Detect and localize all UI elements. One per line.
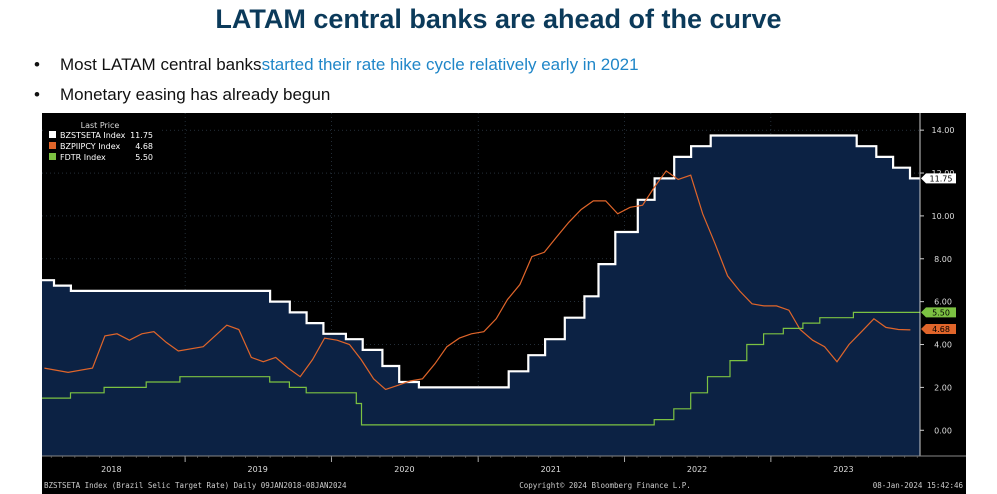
bullet-item: • Most LATAM central banks started their… — [34, 50, 639, 80]
x-tick-label: 2022 — [687, 465, 707, 474]
bullet-text: Most LATAM central banks — [60, 55, 262, 74]
last-value-tag — [921, 173, 956, 184]
x-tick-label: 2019 — [248, 465, 268, 474]
legend-swatch — [49, 153, 56, 160]
legend-value: 4.68 — [135, 142, 153, 151]
bullet-text: Monetary easing has already begun — [60, 85, 331, 104]
last-value-labels: 11.75 4.68 5.50 — [921, 173, 956, 334]
y-tick-label: 0.00 — [934, 426, 952, 435]
y-tick-label: 10.00 — [932, 212, 955, 221]
area-fill — [42, 135, 920, 456]
last-value-tag — [921, 323, 956, 334]
series-line — [42, 134, 920, 389]
series-line — [44, 170, 911, 391]
y-tick-label: 6.00 — [934, 298, 952, 307]
x-tick-label: 2020 — [394, 465, 414, 474]
bullet-dot-icon: • — [34, 85, 40, 104]
legend-swatch — [49, 142, 56, 149]
footer-left: BZSTSETA Index (Brazil Selic Target Rate… — [44, 481, 347, 490]
last-value-label: 5.50 — [932, 308, 950, 317]
x-tick-label: 2018 — [101, 465, 121, 474]
legend: Last Price BZSTSETA Index 11.75 BZPIIPCY… — [44, 118, 160, 165]
bullet-list: • Most LATAM central banks started their… — [34, 50, 639, 110]
y-tick-label: 14.00 — [932, 126, 955, 135]
y-tick-label: 8.00 — [934, 255, 952, 264]
legend-value: 11.75 — [130, 131, 153, 140]
x-tick-label: 2021 — [541, 465, 561, 474]
series-area — [42, 135, 920, 456]
last-value-label: 11.75 — [930, 174, 953, 183]
footer-center: Copyright© 2024 Bloomberg Finance L.P. — [519, 481, 691, 490]
bullet-item: • Monetary easing has already begun — [34, 80, 639, 110]
legend-swatch — [49, 131, 56, 138]
footer-right: 08-Jan-2024 15:42:46 — [873, 481, 964, 490]
series-lines — [42, 134, 920, 426]
y-tick-label: 4.00 — [934, 341, 952, 350]
legend-box — [44, 118, 160, 165]
x-tick-label: 2023 — [833, 465, 853, 474]
legend-name: FDTR Index — [60, 153, 106, 162]
x-axis: 2018 2019 2020 2021 2022 2023 — [42, 455, 966, 474]
series-line — [42, 311, 920, 426]
last-value-tag — [921, 307, 956, 318]
slide-title: LATAM central banks are ahead of the cur… — [215, 4, 782, 34]
legend-name: BZPIIPCY Index — [60, 142, 121, 151]
last-value-label: 4.68 — [932, 325, 950, 334]
y-tick-label: 2.00 — [934, 383, 952, 392]
legend-header: Last Price — [81, 121, 120, 130]
bullet-highlight: started their rate hike cycle relatively… — [261, 55, 639, 74]
legend-value: 5.50 — [135, 153, 153, 162]
bullet-dot-icon: • — [34, 55, 40, 74]
legend-name: BZSTSETA Index — [60, 131, 126, 140]
